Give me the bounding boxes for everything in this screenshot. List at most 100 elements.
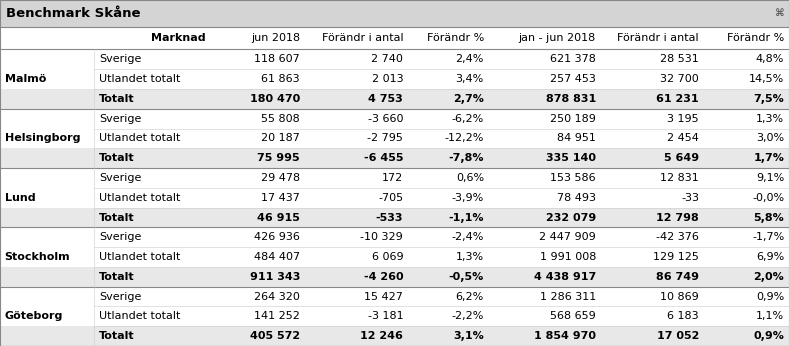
Text: 3,1%: 3,1%	[453, 331, 484, 341]
Text: 12 246: 12 246	[361, 331, 403, 341]
Text: 5,8%: 5,8%	[753, 212, 784, 222]
Text: 84 951: 84 951	[557, 134, 596, 144]
Text: -33: -33	[681, 193, 699, 203]
Text: -2 795: -2 795	[368, 134, 403, 144]
Text: Utlandet totalt: Utlandet totalt	[99, 193, 180, 203]
Text: 1,1%: 1,1%	[756, 311, 784, 321]
Text: Sverige: Sverige	[99, 292, 141, 302]
Bar	[0, 148, 789, 168]
Text: jun 2018: jun 2018	[251, 33, 300, 43]
Text: 232 079: 232 079	[546, 212, 596, 222]
Text: Totalt: Totalt	[99, 331, 134, 341]
Text: 3,4%: 3,4%	[456, 74, 484, 84]
Bar	[0, 326, 789, 346]
Text: -533: -533	[376, 212, 403, 222]
Text: 405 572: 405 572	[250, 331, 300, 341]
Text: 6,9%: 6,9%	[756, 252, 784, 262]
Text: Sverige: Sverige	[99, 173, 141, 183]
Text: 12 798: 12 798	[656, 212, 699, 222]
Text: -7,8%: -7,8%	[448, 153, 484, 163]
Text: 7,5%: 7,5%	[753, 94, 784, 104]
Text: 1,3%: 1,3%	[756, 114, 784, 124]
Text: 46 915: 46 915	[257, 212, 300, 222]
Text: Utlandet totalt: Utlandet totalt	[99, 134, 180, 144]
Text: -0,5%: -0,5%	[449, 272, 484, 282]
Text: Utlandet totalt: Utlandet totalt	[99, 252, 180, 262]
Text: -6,2%: -6,2%	[451, 114, 484, 124]
Bar	[0, 287, 789, 307]
Text: 0,9%: 0,9%	[756, 292, 784, 302]
Text: 6 183: 6 183	[667, 311, 699, 321]
Bar	[0, 109, 789, 129]
Bar	[0, 208, 789, 227]
Text: 180 470: 180 470	[250, 94, 300, 104]
Text: 621 378: 621 378	[550, 54, 596, 64]
Text: Totalt: Totalt	[99, 272, 134, 282]
Text: -705: -705	[378, 193, 403, 203]
Text: Malmö: Malmö	[5, 74, 46, 84]
Text: 426 936: 426 936	[254, 232, 300, 242]
Text: 28 531: 28 531	[660, 54, 699, 64]
Text: 78 493: 78 493	[557, 193, 596, 203]
Text: Sverige: Sverige	[99, 232, 141, 242]
Text: Totalt: Totalt	[99, 153, 134, 163]
Text: 6,2%: 6,2%	[456, 292, 484, 302]
Text: 12 831: 12 831	[660, 173, 699, 183]
Text: 6 069: 6 069	[372, 252, 403, 262]
Text: ⌘: ⌘	[775, 9, 784, 18]
Bar	[0, 168, 789, 188]
Text: 61 863: 61 863	[261, 74, 300, 84]
Text: 257 453: 257 453	[550, 74, 596, 84]
Text: -42 376: -42 376	[656, 232, 699, 242]
Bar	[0, 27, 789, 49]
Text: 911 343: 911 343	[250, 272, 300, 282]
Text: 2,7%: 2,7%	[453, 94, 484, 104]
Text: 55 808: 55 808	[261, 114, 300, 124]
Text: 15 427: 15 427	[365, 292, 403, 302]
Text: -10 329: -10 329	[361, 232, 403, 242]
Text: 129 125: 129 125	[653, 252, 699, 262]
Text: Stockholm: Stockholm	[5, 252, 70, 262]
Text: 118 607: 118 607	[254, 54, 300, 64]
Text: Marknad: Marknad	[151, 33, 206, 43]
Text: -3,9%: -3,9%	[451, 193, 484, 203]
Text: -1,7%: -1,7%	[752, 232, 784, 242]
Text: 5 649: 5 649	[664, 153, 699, 163]
Text: Utlandet totalt: Utlandet totalt	[99, 74, 180, 84]
Text: 1 286 311: 1 286 311	[540, 292, 596, 302]
Bar	[0, 0, 789, 27]
Text: 568 659: 568 659	[550, 311, 596, 321]
Text: Totalt: Totalt	[99, 94, 134, 104]
Text: Göteborg: Göteborg	[5, 311, 63, 321]
Text: Helsingborg: Helsingborg	[5, 134, 80, 144]
Text: 75 995: 75 995	[257, 153, 300, 163]
Text: 86 749: 86 749	[656, 272, 699, 282]
Text: Benchmark Skåne: Benchmark Skåne	[6, 7, 140, 20]
Text: 20 187: 20 187	[261, 134, 300, 144]
Text: 1,7%: 1,7%	[753, 153, 784, 163]
Text: Utlandet totalt: Utlandet totalt	[99, 311, 180, 321]
Text: 1 854 970: 1 854 970	[534, 331, 596, 341]
Text: 141 252: 141 252	[254, 311, 300, 321]
Bar	[0, 188, 789, 208]
Bar	[0, 69, 789, 89]
Bar	[0, 227, 789, 247]
Text: 1,3%: 1,3%	[456, 252, 484, 262]
Text: -6 455: -6 455	[364, 153, 403, 163]
Text: -3 181: -3 181	[368, 311, 403, 321]
Text: 250 189: 250 189	[550, 114, 596, 124]
Text: 2,0%: 2,0%	[753, 272, 784, 282]
Bar	[0, 247, 789, 267]
Text: 4 438 917: 4 438 917	[533, 272, 596, 282]
Text: 264 320: 264 320	[254, 292, 300, 302]
Text: Förändr %: Förändr %	[727, 33, 784, 43]
Text: 61 231: 61 231	[656, 94, 699, 104]
Text: Förändr %: Förändr %	[427, 33, 484, 43]
Text: 153 586: 153 586	[551, 173, 596, 183]
Text: 0,6%: 0,6%	[456, 173, 484, 183]
Text: 29 478: 29 478	[261, 173, 300, 183]
Text: -4 260: -4 260	[364, 272, 403, 282]
Text: -12,2%: -12,2%	[444, 134, 484, 144]
Text: Totalt: Totalt	[99, 212, 134, 222]
Text: 3,0%: 3,0%	[756, 134, 784, 144]
